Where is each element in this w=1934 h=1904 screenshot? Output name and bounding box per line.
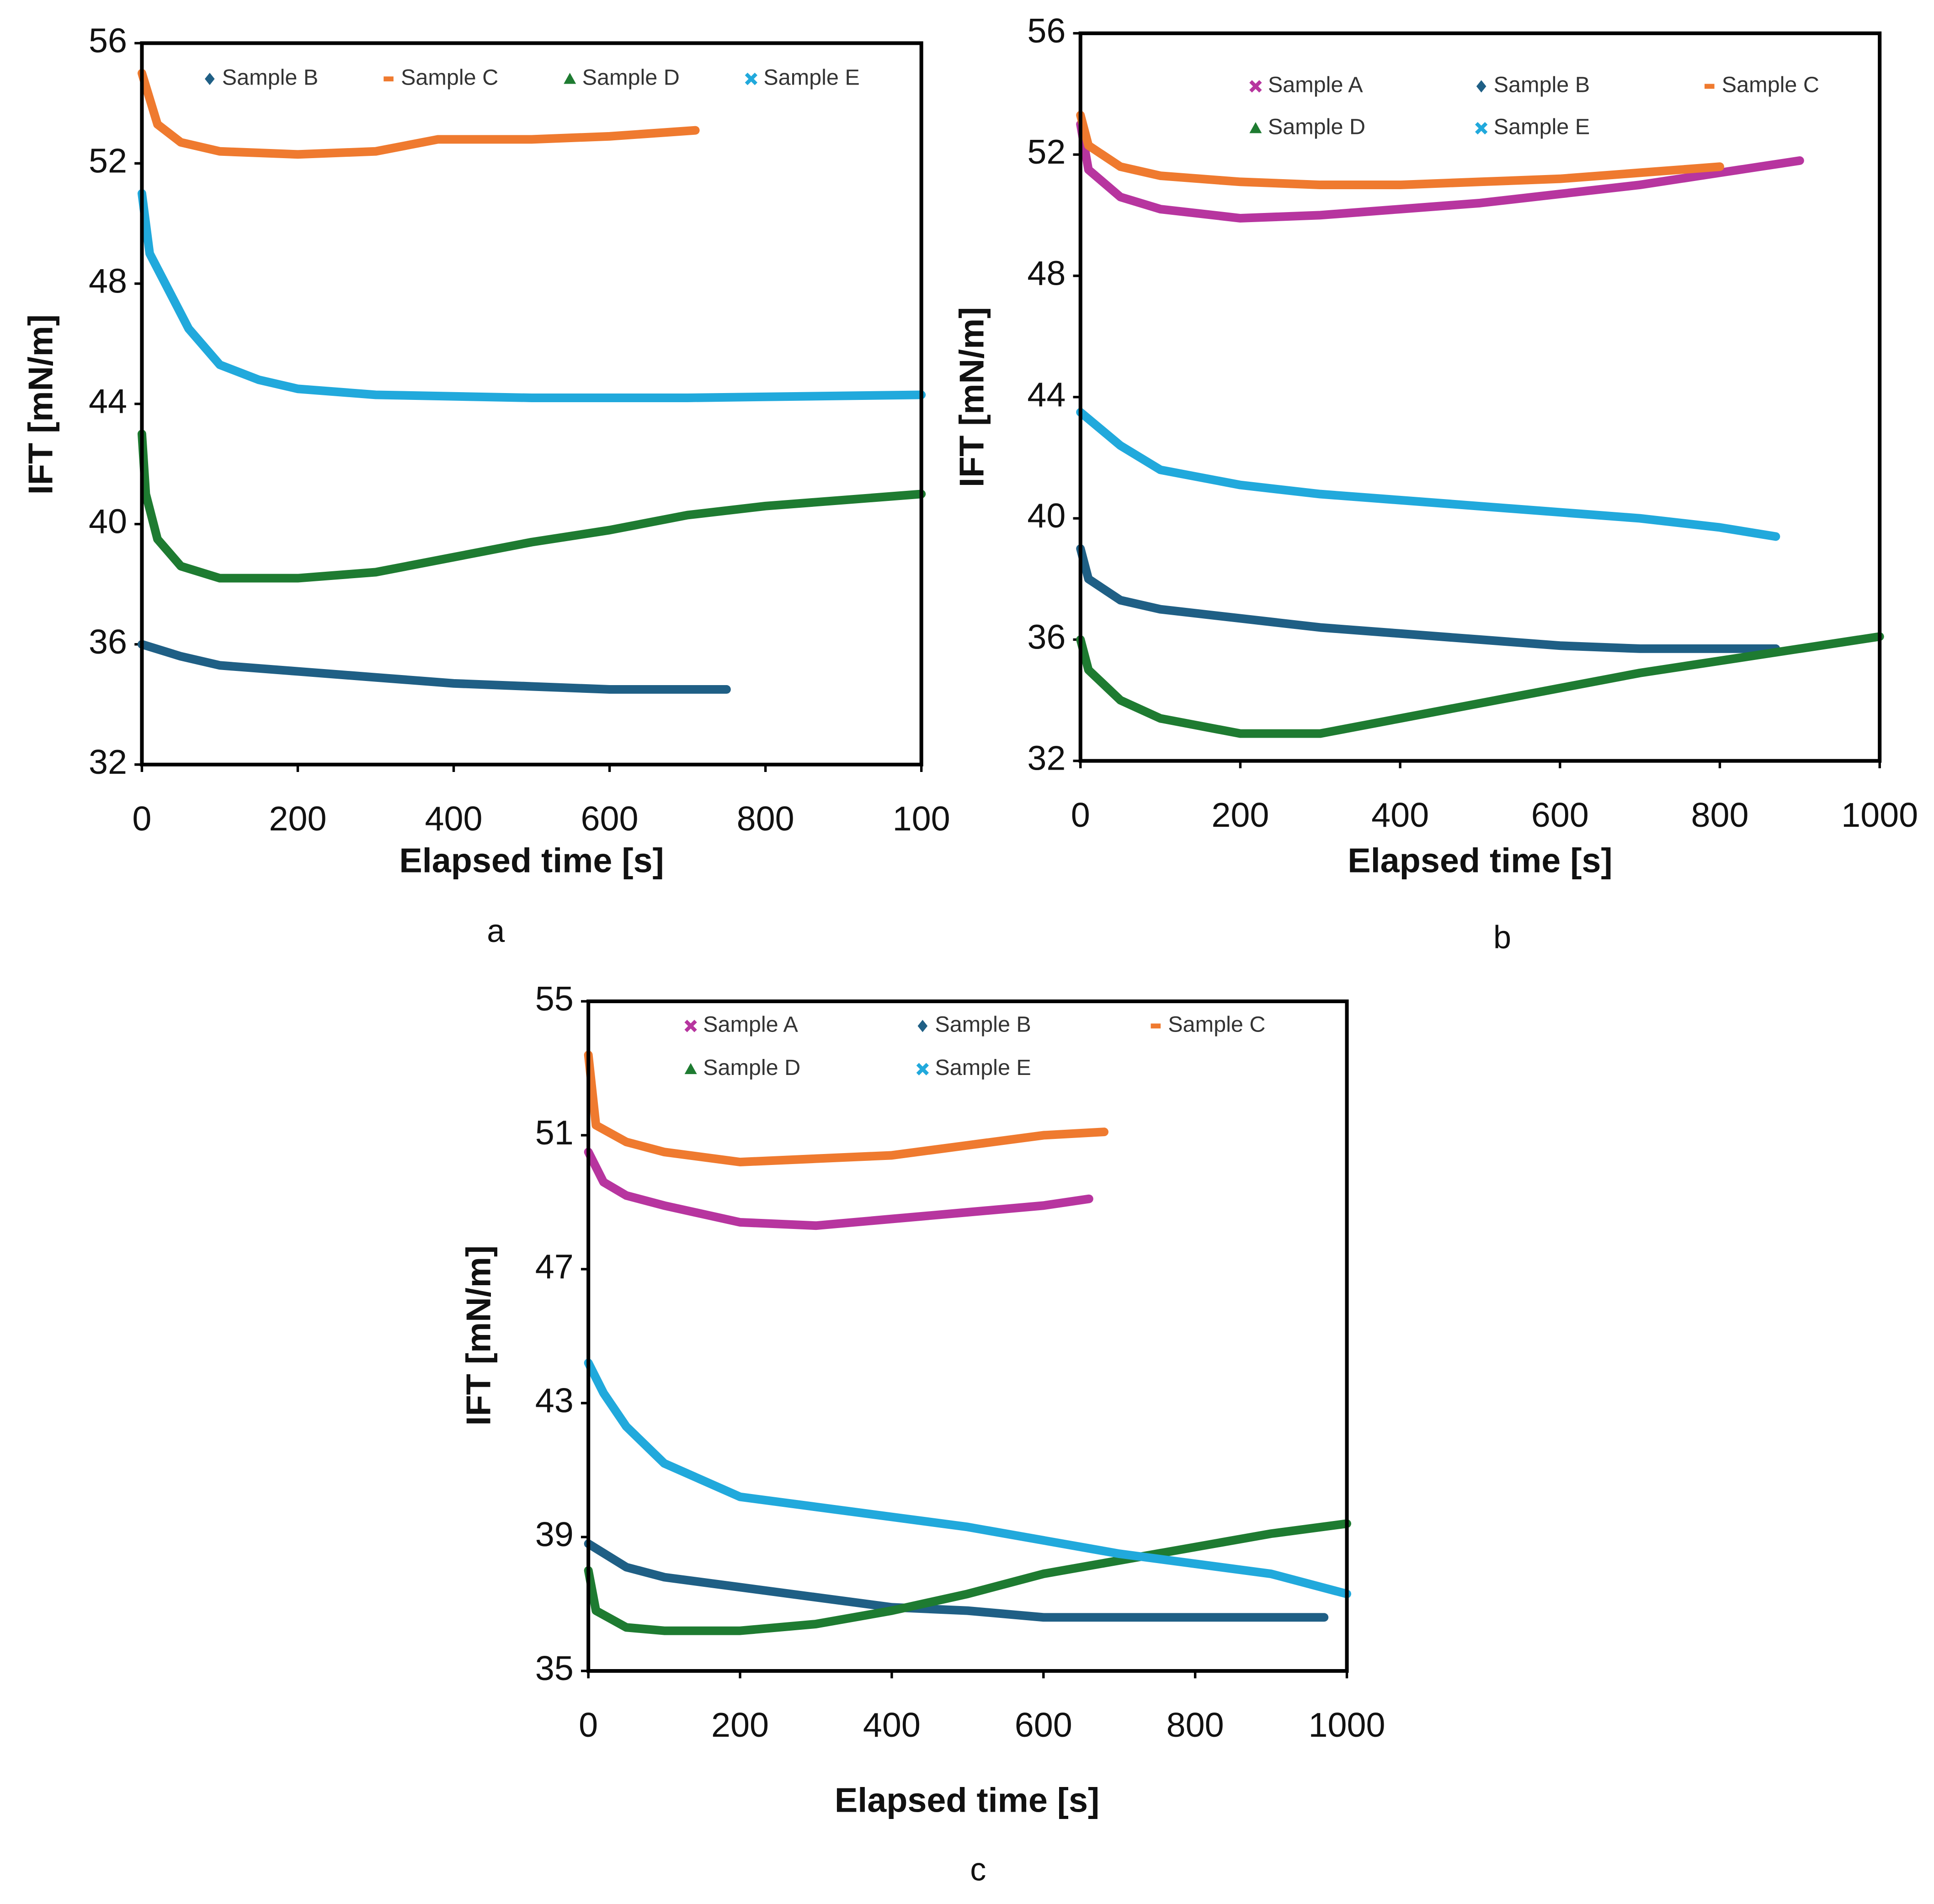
- y-tick-label: 44: [1027, 376, 1066, 414]
- legend-label: Sample D: [582, 65, 680, 90]
- series-line: [137, 189, 926, 402]
- x-tick-label: 1000: [1309, 1706, 1385, 1744]
- x-tick-label: 200: [711, 1706, 769, 1744]
- legend-marker: [384, 76, 394, 82]
- plot-frame: [1078, 31, 1882, 763]
- y-tick-label: 48: [89, 262, 127, 301]
- legend-label: Sample C: [1722, 73, 1819, 97]
- legend-label: Sample C: [401, 65, 498, 90]
- chart: 32 36 40 44 48 52 56 0 200 400 600 800 1000 Sample A S…: [953, 12, 1918, 955]
- legend-label: Sample E: [763, 65, 859, 90]
- y-tick-label: 44: [89, 383, 127, 421]
- legend-marker: [1475, 122, 1488, 135]
- y-tick-label: 35: [535, 1649, 574, 1688]
- y-axis-title: IFT [mN/m]: [953, 307, 991, 487]
- legend-label: Sample C: [1168, 1012, 1265, 1037]
- x-tick-label: 400: [425, 800, 482, 838]
- series-line: [1076, 120, 1804, 223]
- x-tick-label: 600: [581, 800, 639, 838]
- series-line: [1076, 408, 1780, 541]
- legend-marker: [745, 73, 757, 85]
- x-tick-label: 0: [1071, 796, 1090, 835]
- y-tick-label: 51: [535, 1114, 574, 1152]
- y-tick-label: 32: [89, 743, 127, 782]
- y-tick-label: 48: [1027, 254, 1066, 293]
- x-tick-label: 1000: [1841, 796, 1918, 835]
- y-tick-label: 39: [535, 1516, 574, 1554]
- x-tick-label: 200: [1211, 796, 1269, 835]
- series-line: [1076, 111, 1724, 189]
- panel-label: a: [487, 913, 505, 949]
- x-tick-label: 100: [893, 800, 950, 838]
- x-tick-label: 0: [132, 800, 151, 838]
- series-line: [584, 1148, 1093, 1230]
- series-line: [584, 1519, 1351, 1635]
- x-axis-title: Elapsed time [s]: [835, 1782, 1099, 1820]
- legend-label: Sample B: [1494, 73, 1590, 97]
- y-tick-label: 55: [535, 980, 574, 1018]
- y-tick-label: 52: [89, 142, 127, 180]
- legend-label: Sample B: [222, 65, 318, 90]
- legend-label: Sample D: [1268, 114, 1365, 139]
- chart: 35 39 43 47 51 55 0 200 400 600 800 1000 Sample A Sam…: [459, 980, 1385, 1887]
- legend-marker: [1705, 84, 1715, 89]
- legend-marker: [916, 1063, 929, 1075]
- series-line: [137, 429, 926, 583]
- plot-frame: [586, 999, 1349, 1673]
- legend-marker: [917, 1020, 928, 1032]
- y-tick-label: 52: [1027, 133, 1066, 171]
- x-tick-label: 800: [1691, 796, 1748, 835]
- y-tick-label: 36: [1027, 618, 1066, 656]
- series-line: [584, 1358, 1351, 1599]
- legend-label: Sample E: [1494, 114, 1590, 139]
- y-axis-title: IFT [mN/m]: [22, 314, 60, 495]
- x-axis-title: Elapsed time [s]: [399, 842, 664, 880]
- plot-frame: [140, 41, 923, 766]
- x-tick-label: 600: [1531, 796, 1589, 835]
- chart: 32 36 40 44 48 52 56 0 200 400 600 800 100 Sample B Sa…: [22, 21, 950, 949]
- legend-marker: [684, 1063, 697, 1074]
- x-tick-label: 400: [1371, 796, 1429, 835]
- y-tick-label: 40: [1027, 497, 1066, 535]
- x-tick-label: 0: [579, 1706, 598, 1744]
- series-line: [1076, 544, 1780, 653]
- panel-label: b: [1493, 919, 1511, 955]
- legend-label: Sample A: [703, 1012, 798, 1037]
- x-tick-label: 200: [269, 800, 326, 838]
- y-tick-label: 32: [1027, 739, 1066, 778]
- y-tick-label: 56: [1027, 12, 1066, 50]
- y-tick-label: 36: [89, 623, 127, 661]
- x-tick-label: 400: [863, 1706, 921, 1744]
- x-tick-label: 800: [737, 800, 794, 838]
- legend-marker: [1249, 80, 1262, 93]
- legend-label: Sample D: [703, 1055, 800, 1080]
- legend-marker: [684, 1020, 697, 1032]
- legend-marker: [1476, 80, 1486, 93]
- legend-label: Sample B: [935, 1012, 1031, 1037]
- x-tick-label: 600: [1015, 1706, 1072, 1744]
- y-tick-label: 47: [535, 1248, 574, 1286]
- y-tick-label: 40: [89, 503, 127, 541]
- legend-label: Sample A: [1268, 73, 1363, 97]
- legend-marker: [1249, 122, 1262, 133]
- series-line: [137, 69, 700, 159]
- legend-label: Sample E: [935, 1055, 1031, 1080]
- y-tick-label: 43: [535, 1382, 574, 1420]
- x-axis-title: Elapsed time [s]: [1348, 842, 1612, 880]
- legend-marker: [205, 73, 215, 85]
- series-line: [584, 1050, 1108, 1166]
- y-tick-label: 56: [89, 21, 127, 60]
- legend-marker: [564, 73, 576, 84]
- legend-marker: [1151, 1023, 1161, 1029]
- series-line: [584, 1539, 1329, 1622]
- series-line: [137, 640, 731, 694]
- y-axis-title: IFT [mN/m]: [459, 1245, 498, 1425]
- panel-label: c: [970, 1851, 986, 1887]
- series-line: [1076, 632, 1884, 738]
- x-tick-label: 800: [1167, 1706, 1224, 1744]
